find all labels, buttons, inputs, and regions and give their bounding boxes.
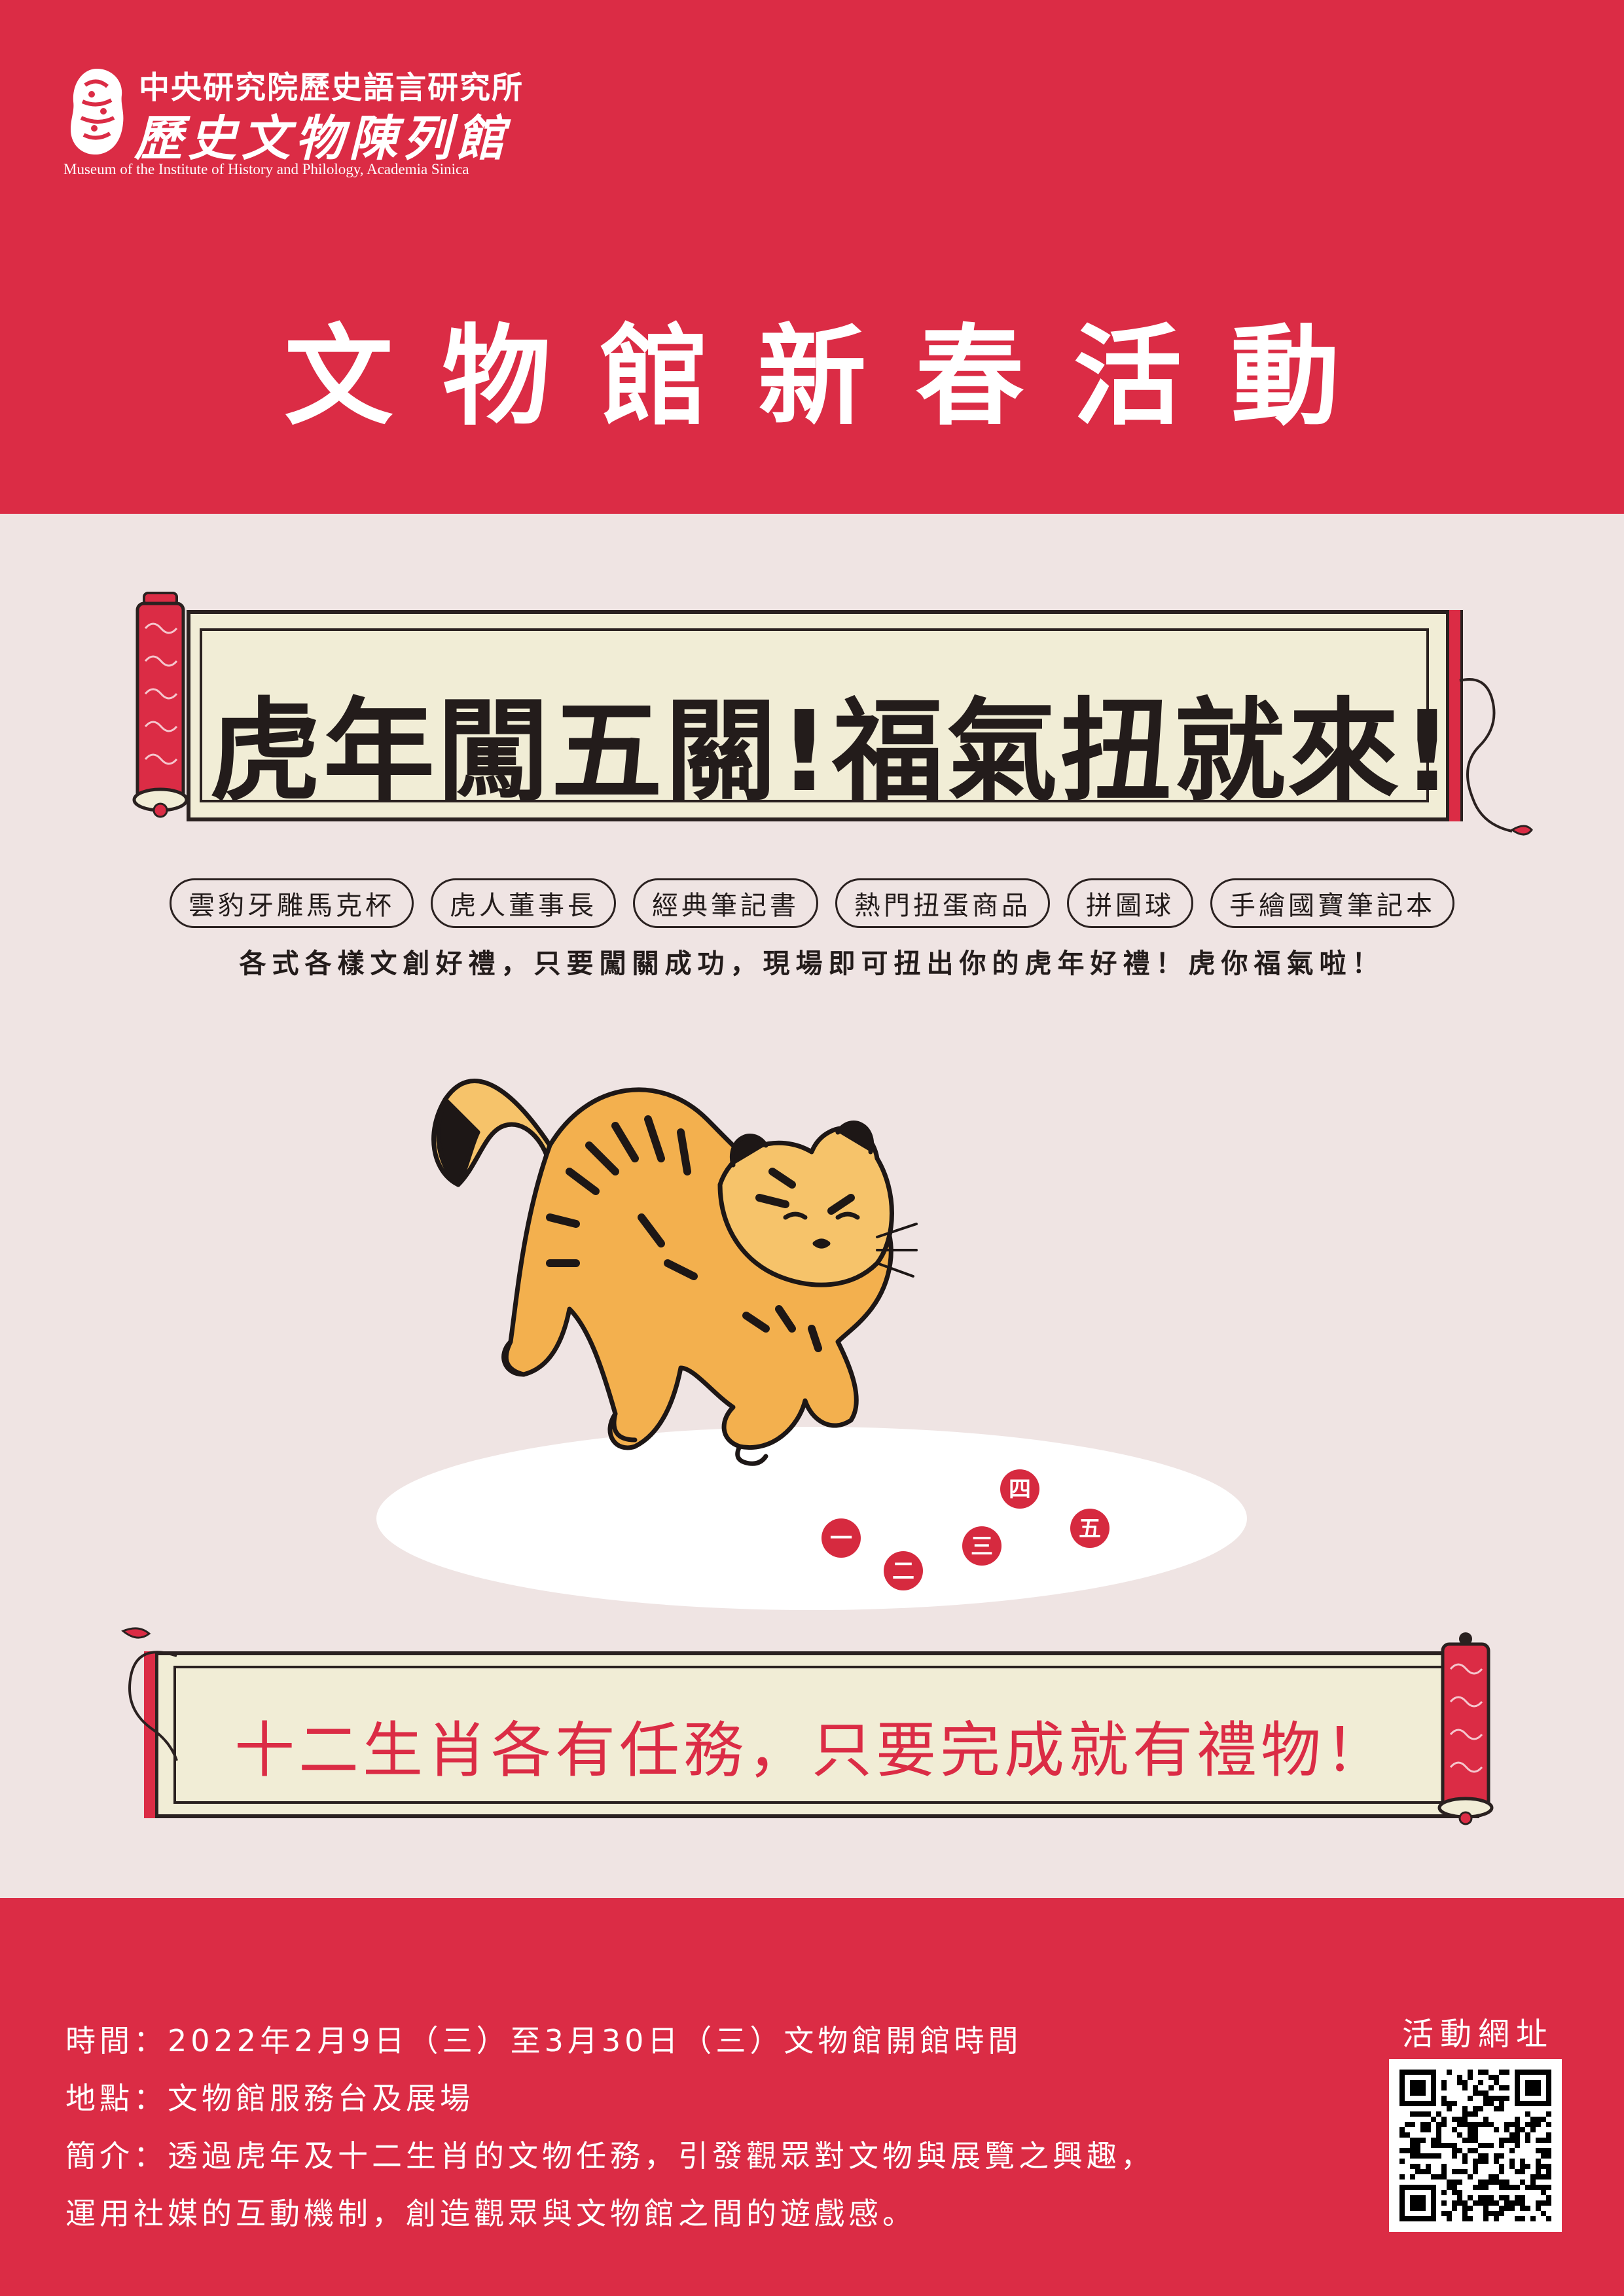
ball-2: 二 (884, 1551, 923, 1590)
gacha-balls: 一 二 三 四 五 (821, 1469, 1110, 1590)
ball-4: 四 (1000, 1469, 1039, 1509)
floor-shadow (376, 1427, 1247, 1610)
bottom-scroll-paper (144, 1651, 1479, 1818)
header-band (0, 0, 1624, 514)
prize-tag: 虎人董事長 (431, 878, 616, 928)
ball-3: 三 (962, 1526, 1001, 1566)
prize-tag: 手繪國寶筆記本 (1210, 878, 1454, 928)
svg-text:一: 一 (830, 1526, 852, 1552)
page-title: 文物館新春活動 (284, 314, 1389, 440)
bottom-banner-text: 十二生肖各有任務，只要完成就有禮物！ (234, 1715, 1389, 1785)
scroll-cord-icon (121, 1627, 178, 1761)
qr-code-icon[interactable] (1389, 2059, 1562, 2232)
top-scroll-frame (200, 628, 1429, 802)
museum-name-english: Museum of the Institute of History and P… (63, 161, 469, 177)
prize-tag: 經典筆記書 (633, 878, 818, 928)
ball-1: 一 (821, 1518, 861, 1558)
event-intro-line2: 運用社媒的互動機制，創造觀眾與文物館之間的遊戲感。 (65, 2196, 916, 2231)
top-banner-text: 虎年闖五關!福氣扭就來! (209, 687, 1456, 817)
qr-label: 活動網址 (1401, 2016, 1554, 2053)
svg-text:三: 三 (971, 1534, 993, 1560)
ball-5: 五 (1070, 1509, 1110, 1548)
prize-tag: 熱門扭蛋商品 (835, 878, 1050, 928)
top-scroll-paper (187, 610, 1463, 821)
museum-seal-icon (71, 69, 124, 155)
tiger-illustration: 一 二 三 四 五 (376, 1079, 1247, 1610)
institute-name: 中央研究院歷史語言研究所 (139, 70, 524, 106)
tagline: 各式各樣文創好禮，只要闖關成功，現場即可扭出你的虎年好禮！虎你福氣啦！ (239, 948, 1385, 979)
event-time: 時間：2022年2月9日（三）至3月30日（三）文物館開館時間 (65, 2023, 1022, 2058)
event-place: 地點：文物館服務台及展場 (65, 2081, 474, 2116)
scroll-rod-icon (1437, 1632, 1494, 1825)
qr-pattern (1399, 2070, 1551, 2221)
prize-tag: 拼圖球 (1067, 878, 1193, 928)
footer-band (0, 1898, 1624, 2296)
svg-text:五: 五 (1079, 1516, 1101, 1542)
prize-tag: 雲豹牙雕馬克杯 (170, 878, 414, 928)
prize-tags: 雲豹牙雕馬克杯 虎人董事長 經典筆記書 熱門扭蛋商品 拼圖球 手繪國寶筆記本 (0, 878, 1624, 928)
top-scroll-edge (1446, 610, 1460, 821)
museum-name: 歷史文物陳列館 (134, 111, 510, 167)
svg-text:二: 二 (892, 1558, 914, 1585)
event-intro-line1: 簡介：透過虎年及十二生肖的文物任務，引發觀眾對文物與展覽之興趣， (65, 2138, 1155, 2174)
bottom-scroll-edge (144, 1651, 158, 1818)
svg-text:四: 四 (1009, 1477, 1031, 1503)
scroll-rod-icon (132, 592, 189, 818)
scroll-cord-icon (1459, 678, 1533, 836)
tiger-icon (431, 1079, 918, 1466)
